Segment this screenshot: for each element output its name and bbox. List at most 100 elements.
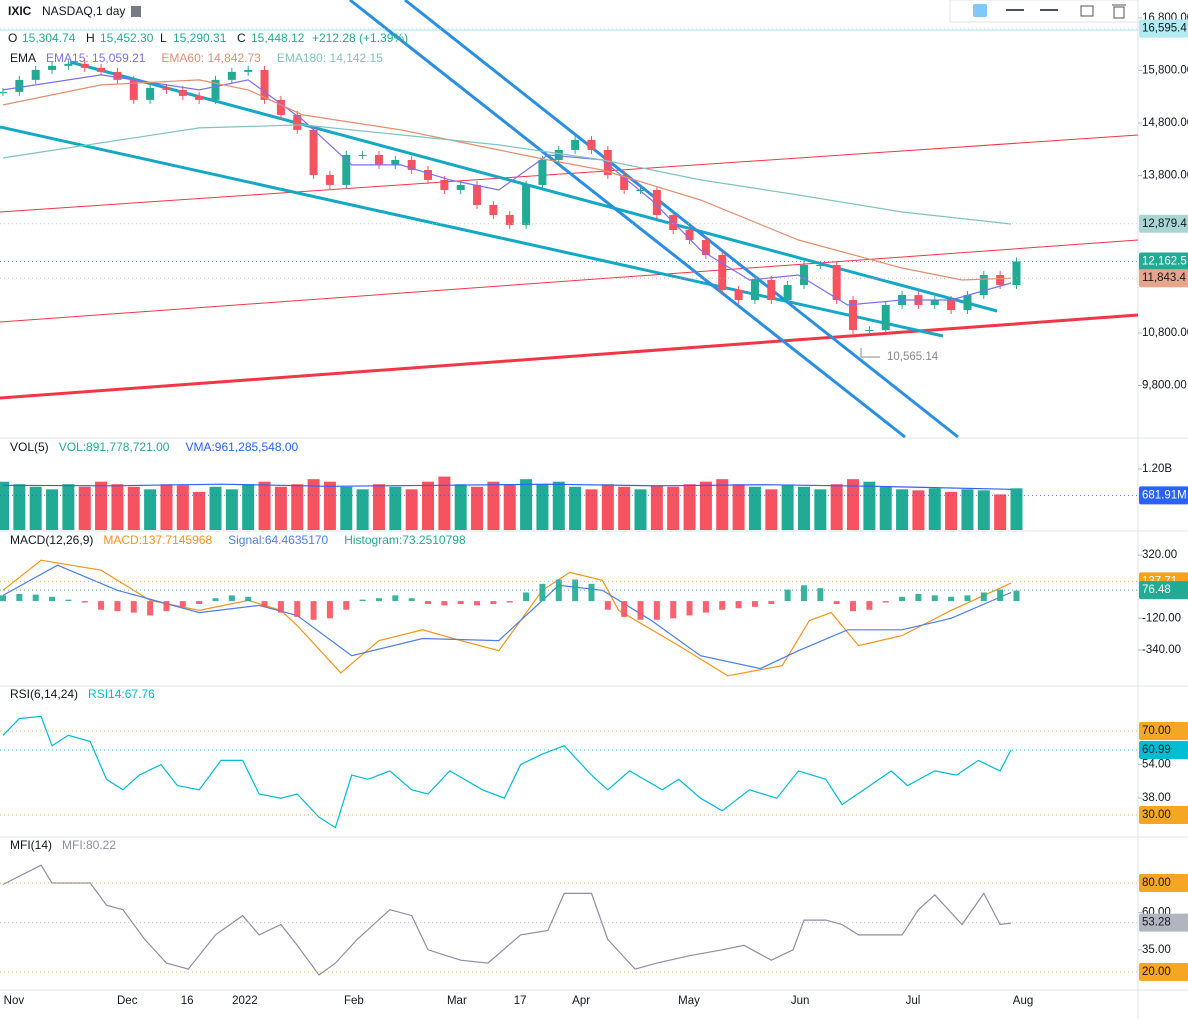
bar: [340, 486, 353, 530]
legend-entry: MFI:80.22: [62, 838, 116, 852]
marker-box: [1139, 486, 1188, 505]
legend-entry: Signal:64.4635170: [228, 533, 328, 547]
bar: [343, 601, 350, 610]
candle: [538, 159, 547, 185]
candle: [881, 305, 890, 331]
bar: [13, 484, 26, 530]
marker-label: 30.00: [1142, 809, 1171, 821]
x-tick-label: Feb: [344, 995, 364, 1007]
bar: [699, 481, 712, 530]
bar: [735, 601, 742, 609]
bar: [585, 489, 598, 530]
y-tick-label: 15,800.00: [1142, 64, 1188, 76]
bar: [751, 601, 758, 607]
bar: [994, 494, 1007, 530]
bar: [912, 490, 925, 530]
bar: [81, 601, 88, 603]
bar: [683, 484, 696, 530]
bar: [863, 481, 876, 530]
candle: [293, 114, 302, 130]
bar: [405, 489, 418, 530]
bar: [163, 601, 170, 612]
bar: [457, 601, 464, 604]
marker-label: 80.00: [1142, 877, 1171, 889]
bar: [29, 486, 42, 530]
candle: [129, 79, 138, 100]
bar: [588, 583, 595, 602]
bar: [536, 484, 549, 530]
y-tick-label: -120.00: [1142, 612, 1181, 624]
bar: [408, 598, 415, 602]
candle: [325, 174, 334, 185]
candle: [391, 159, 400, 165]
marker-label: 681.91M: [1142, 489, 1187, 501]
candle: [97, 67, 106, 72]
line: [2, 124, 1012, 225]
candle: [620, 174, 629, 190]
bar: [438, 476, 451, 530]
lock-delete[interactable]: [1080, 4, 1126, 19]
candle: [505, 214, 514, 225]
menu-icon[interactable]: [131, 6, 141, 17]
ohlc-key: L: [160, 31, 167, 45]
y-tick-label: 320.00: [1142, 549, 1177, 561]
legend-entry: MACD:137.7145968: [103, 533, 212, 547]
bar: [422, 481, 435, 530]
candle: [64, 63, 73, 66]
bar: [359, 599, 366, 602]
bar: [0, 481, 9, 530]
legend-entry: Histogram:73.2510798: [344, 533, 466, 547]
candle: [701, 239, 710, 256]
bar: [634, 489, 647, 530]
candle: [440, 179, 449, 190]
bar: [882, 601, 889, 603]
color-picker[interactable]: [973, 4, 987, 17]
y-tick-label: 13,800.00: [1142, 169, 1188, 181]
marker-box: [1139, 214, 1188, 233]
marker-box: [1139, 581, 1188, 600]
bar: [961, 489, 974, 530]
trend-line[interactable]: [404, 0, 959, 439]
marker-box: [1139, 269, 1188, 288]
trend-line[interactable]: [69, 60, 998, 313]
x-tick-label: May: [678, 995, 700, 1007]
legend-entry: EMA60: 14,842.73: [161, 51, 261, 65]
candle: [963, 295, 972, 311]
bar: [242, 484, 255, 530]
bar: [572, 579, 579, 602]
candle: [113, 71, 122, 80]
y-tick-label: 38.00: [1142, 792, 1171, 804]
bar: [520, 479, 533, 530]
bar: [310, 601, 317, 620]
bar: [425, 601, 432, 604]
trend-line[interactable]: [0, 313, 1139, 400]
candle: [227, 71, 236, 80]
bar: [261, 601, 268, 607]
bar: [797, 486, 810, 530]
bar: [866, 601, 873, 610]
bar: [294, 601, 301, 617]
marker-label: 16,595.4: [1142, 23, 1187, 35]
bar: [291, 484, 304, 530]
bar: [356, 489, 369, 530]
price-note-bracket: [860, 348, 880, 358]
symbol[interactable]: IXIC: [8, 4, 32, 18]
bar: [193, 491, 206, 530]
trend-line[interactable]: [0, 239, 1139, 323]
ohlc-value: 15,304.74: [22, 31, 76, 45]
bar: [98, 601, 105, 610]
ohlc-key: O: [8, 31, 17, 45]
bar: [130, 601, 137, 613]
bar: [326, 601, 333, 619]
bar: [719, 601, 726, 610]
legend-entry: EMA15: 15,059.21: [46, 51, 146, 65]
bar: [274, 486, 287, 530]
bar: [931, 595, 938, 602]
interval[interactable]: NASDAQ,1 day: [42, 4, 125, 18]
bar: [601, 484, 614, 530]
toolbar: [949, 0, 1139, 23]
candle: [767, 280, 776, 301]
marker-box: [1139, 19, 1188, 38]
bar: [392, 595, 399, 602]
trend-line[interactable]: [349, 0, 906, 439]
